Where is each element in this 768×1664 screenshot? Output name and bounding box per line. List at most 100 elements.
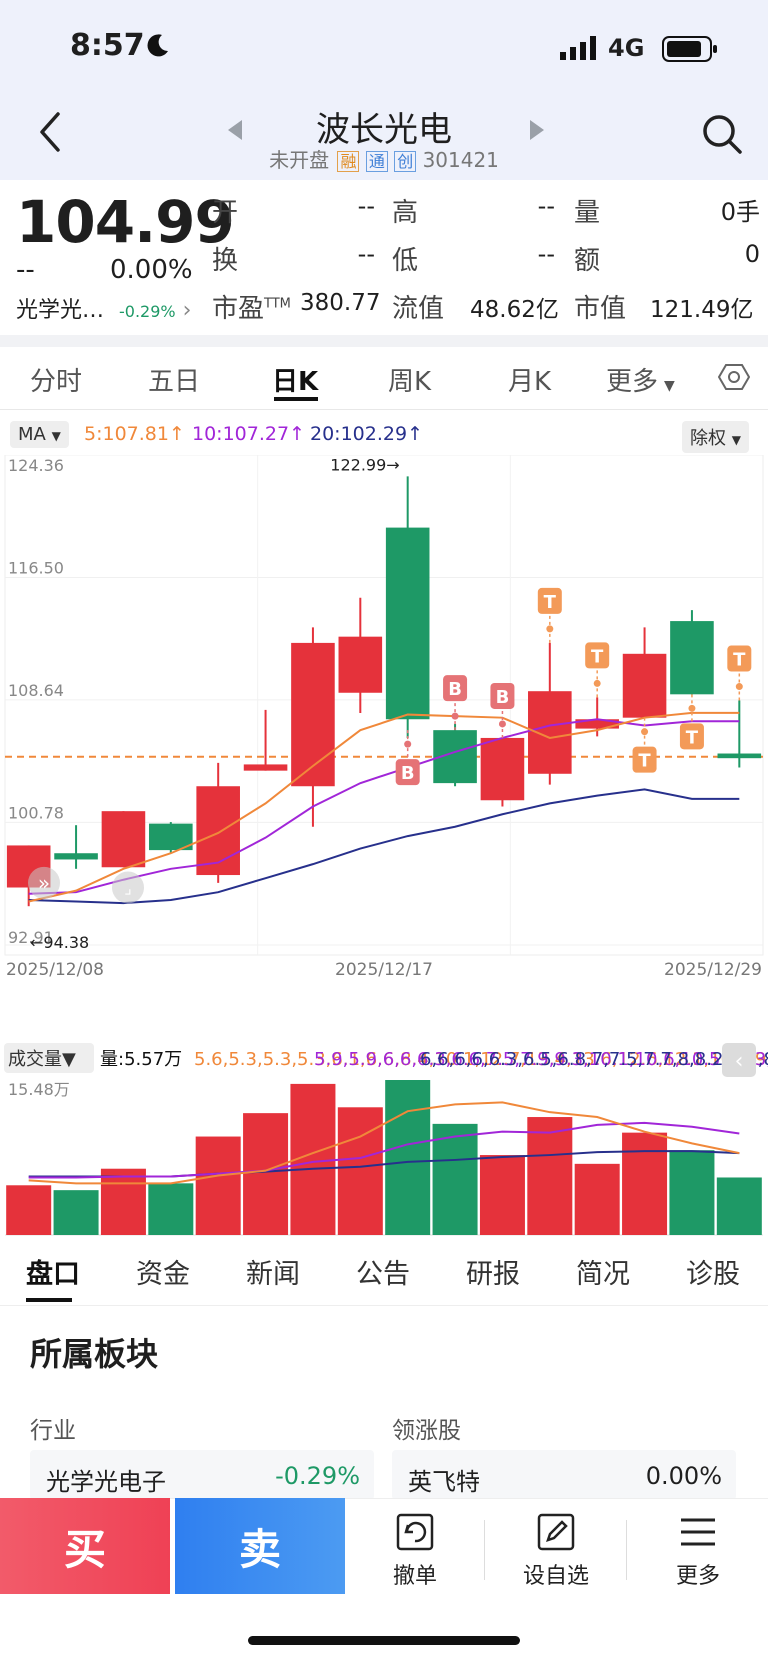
mcap-label: 市值 [574,294,627,324]
candle-body [385,527,430,720]
collapse-icon [722,1043,756,1077]
settings-icon[interactable] [717,361,751,397]
x-tick-label: 2025/12/29 [664,960,762,980]
ma20-value: 20:102.29↑ [310,423,423,445]
volume-bar [243,1113,289,1235]
tab-more[interactable]: 更多 ▼ [606,361,675,398]
volume-bar [574,1163,620,1235]
candle-body [622,653,667,718]
industry-card[interactable]: 光学光电子 -0.29% [30,1450,374,1500]
more-actions-button[interactable]: 更多 [648,1512,748,1590]
more-actions-label: 更多 [675,1564,720,1589]
sell-button[interactable]: 卖 [175,1498,345,1594]
tab-pankou[interactable]: 盘口 [26,1259,80,1290]
expand-icon-glyph: » [38,871,50,895]
pe-sup: TTM [264,296,291,312]
trade-marker-label: B [496,687,510,708]
indicator-select[interactable]: MA ▼ [10,421,69,448]
tab-five-day[interactable]: 五日 [148,367,201,397]
x-tick-label: 2025/12/17 [335,960,433,980]
stock-name: 波长光电 [316,110,452,150]
cancel-order-button[interactable]: 撤单 [365,1512,465,1590]
volume-ma20: 6,6,6,6,6.3,6.5,6.8,7,7.5,7.7,8,8.2,8.5,… [420,1049,768,1070]
tab-funds[interactable]: 资金 [136,1259,190,1290]
sector-link[interactable]: 光学光… -0.29% › [16,292,191,324]
volume-bar [53,1190,99,1235]
indicator-select-label: MA [18,424,46,445]
candle-body [101,811,146,868]
badge-tong: 通 [365,151,388,172]
leader-name: 英飞特 [408,1468,480,1496]
candle-body [670,621,714,695]
volume-chart[interactable]: 成交量▼ 量:5.57万 5.6,5.3,5.3,5.3,6.1,6.6,8.4,1… [0,1035,768,1240]
undo-icon [396,1513,434,1551]
leader-card[interactable]: 英飞特 0.00% [392,1450,736,1500]
trade-marker [537,587,562,614]
tab-weekly-k[interactable]: 周K [388,367,432,397]
divider [484,1520,485,1580]
tab-diagnosis[interactable]: 诊股 [686,1259,740,1290]
volume-max-label: 15.48万 [8,1080,70,1099]
buy-button[interactable]: 买 [0,1498,170,1594]
tab-intraday[interactable]: 分时 [30,367,83,397]
marker-dot [404,740,412,748]
caret-down-icon: ▼ [731,433,741,447]
marker-dot [546,625,554,633]
sector-pct: -0.29% [119,302,176,321]
ma-legend: MA ▼ 5:107.81↑ 10:107.27↑ 20:102.29↑ 除权 … [0,415,768,455]
y-tick-label: 100.78 [8,803,64,822]
tab-research[interactable]: 研报 [466,1259,520,1290]
tab-monthly-k[interactable]: 月K [508,367,552,397]
pe-value: 380.77 [300,290,381,316]
divider [626,1520,627,1580]
y-tick-label: 124.36 [8,456,64,475]
volume-label: 量 [574,198,601,228]
trade-marker-label: T [686,727,699,748]
low-label: 低 [392,246,419,276]
candlestick-chart[interactable]: 124.36 116.50 108.64 100.78 92.91 B B B T T T T T 122… [0,455,768,1035]
detail-tabs: 盘口 资金 新闻 公告 研报 简况 诊股 [0,1240,768,1302]
tab-daily-k[interactable]: 日K [272,367,319,397]
trade-marker-label: B [448,679,462,700]
trade-marker [585,642,610,669]
trade-marker-label: T [733,650,746,671]
prev-stock-icon[interactable] [226,120,244,144]
volume-bar [337,1107,383,1235]
volume-bar [100,1168,146,1235]
search-icon[interactable] [700,112,744,160]
marker-dot [735,683,743,691]
tab-announcements[interactable]: 公告 [356,1259,410,1290]
min-price-label: ←94.38 [30,933,89,952]
tab-profile[interactable]: 简况 [576,1259,630,1290]
next-stock-icon[interactable] [528,120,546,144]
volume-select-bg [4,1043,94,1073]
add-watchlist-button[interactable]: 设自选 [506,1512,606,1590]
menu-icon [681,1518,715,1546]
ma20-line [28,788,740,905]
volume-bar [148,1183,194,1235]
tab-news[interactable]: 新闻 [246,1259,300,1290]
back-icon[interactable] [36,110,64,158]
badge-chuang: 创 [394,151,417,172]
trade-marker-label: B [401,763,415,784]
status-time: 8:57 [70,28,145,63]
high-label: 高 [392,198,419,228]
candle-body [243,764,288,771]
mcap-value: 121.49亿 [650,297,754,323]
candle-body [338,636,383,693]
battery-icon [662,36,718,66]
divider [0,335,768,347]
turnover-label: 换 [212,246,239,276]
price-change: -- [16,255,35,285]
signal-icon [560,36,600,64]
adjust-select[interactable]: 除权 ▼ [682,421,749,453]
sector-section: 所属板块 行业 领涨股 光学光电子 -0.29% 英飞特 0.00% [0,1305,768,1500]
volume-bar [479,1155,525,1235]
ma20-text: 20:102.29 [310,423,408,445]
active-tab-indicator [274,397,318,401]
leader-label: 领涨股 [392,1418,461,1444]
pe-label: 市盈TTM [212,288,291,325]
adjust-label: 除权 [690,428,726,449]
volume-bar [432,1123,478,1235]
volume-ma5-line [28,1101,740,1185]
